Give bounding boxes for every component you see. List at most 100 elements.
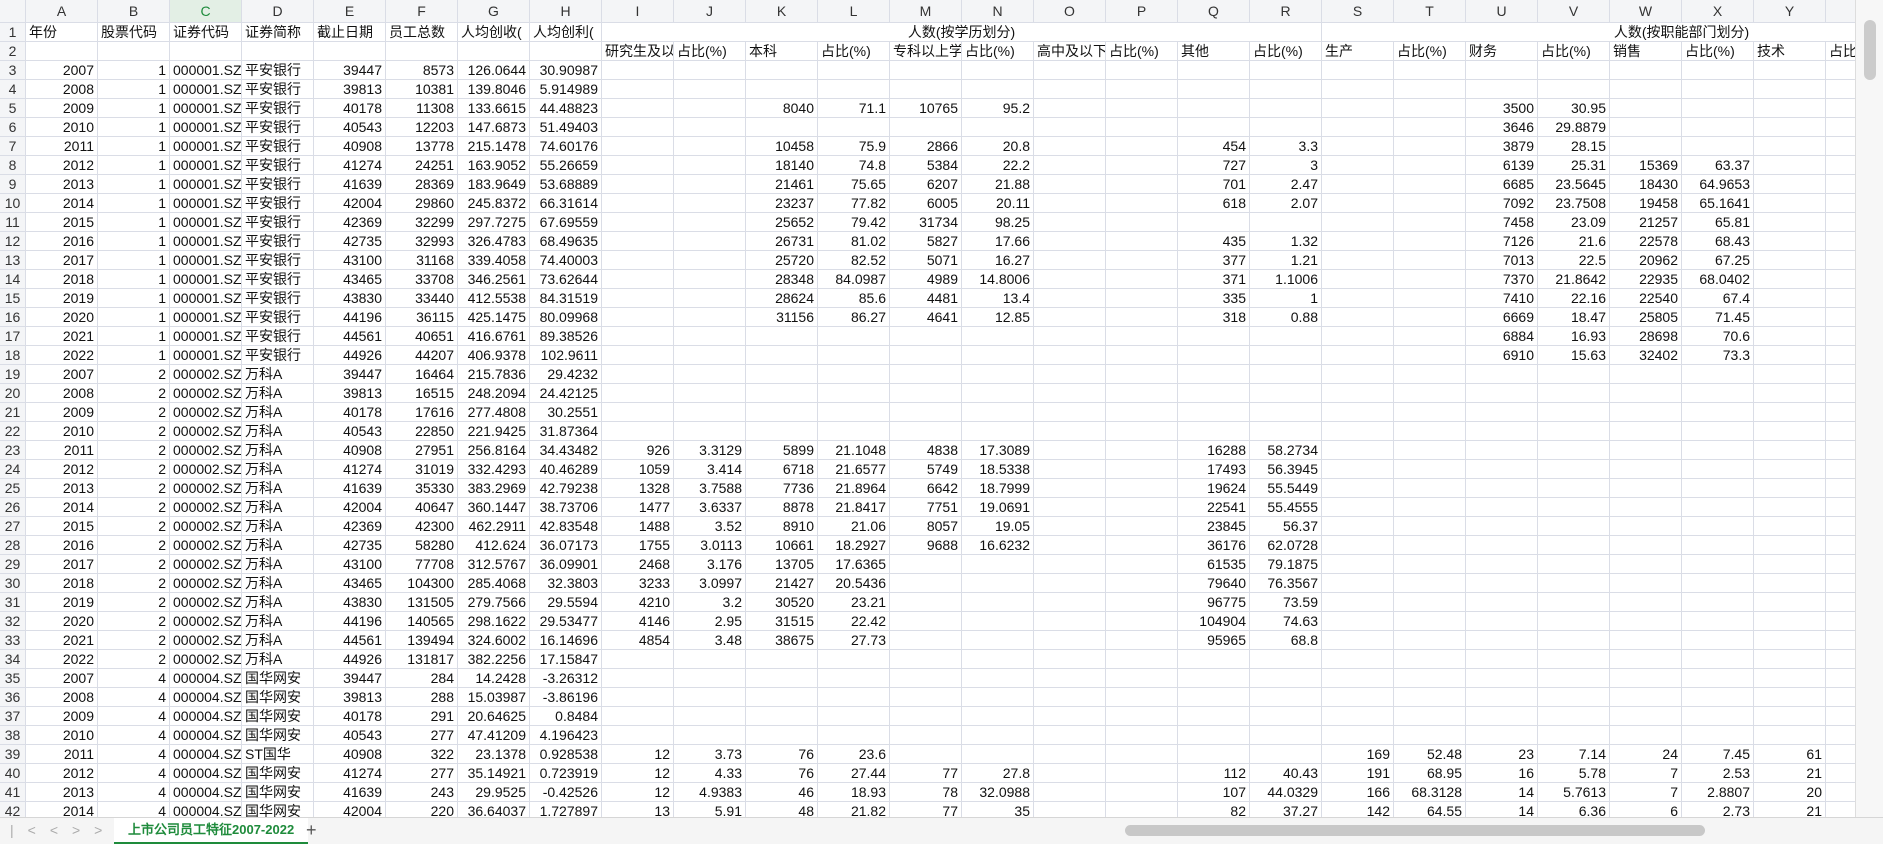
cell: 1477 [602, 498, 674, 517]
empty-cell [1106, 631, 1178, 650]
empty-cell [1826, 802, 1855, 817]
empty-cell [674, 80, 746, 99]
cell: 10661 [746, 536, 818, 555]
cell: 4 [98, 745, 170, 764]
cell: 3.2 [674, 593, 746, 612]
empty-cell [1034, 574, 1106, 593]
cell: 67.25 [1682, 251, 1754, 270]
empty-cell [602, 688, 674, 707]
empty-cell [1826, 308, 1855, 327]
empty-cell [1106, 726, 1178, 745]
empty-cell [1754, 308, 1826, 327]
sheet-grid: A B C D E F G H I J K L M N O P Q R S T U V W X Y 1 年份 股票代码 证券代码 证券简称… [0, 0, 1855, 817]
cell: 279.7566 [458, 593, 530, 612]
cell: 技术 [1754, 42, 1826, 61]
empty-cell [1466, 517, 1538, 536]
cell: 33440 [386, 289, 458, 308]
empty-cell [1034, 669, 1106, 688]
cell: 2014 [26, 802, 98, 817]
cell: 2020 [26, 308, 98, 327]
cell: 371 [1178, 270, 1250, 289]
cell: 1 [98, 308, 170, 327]
empty-cell [1034, 289, 1106, 308]
cell: 346.2561 [458, 270, 530, 289]
empty-cell [602, 289, 674, 308]
empty-cell [1178, 745, 1250, 764]
empty-cell [1394, 365, 1466, 384]
column-header: I [602, 0, 674, 23]
empty-cell [1106, 289, 1178, 308]
empty-cell [1826, 175, 1855, 194]
cell: 39813 [314, 688, 386, 707]
cell: 40543 [314, 422, 386, 441]
cell: 占比 [1826, 42, 1855, 61]
cell: 21.06 [818, 517, 890, 536]
empty-cell [674, 99, 746, 118]
cell: 98.25 [962, 213, 1034, 232]
empty-cell [1178, 422, 1250, 441]
cell: 13778 [386, 137, 458, 156]
vertical-scrollbar[interactable] [1855, 0, 1883, 817]
empty-cell [1682, 688, 1754, 707]
empty-cell [1106, 327, 1178, 346]
empty-cell [1466, 403, 1538, 422]
empty-cell [1538, 631, 1610, 650]
tab-nav-arrows[interactable]: |<<>>| [10, 822, 134, 838]
cell: 16515 [386, 384, 458, 403]
row-header: 23 [0, 441, 26, 460]
cell: 15369 [1610, 156, 1682, 175]
cell: 1 [98, 61, 170, 80]
cell: 8910 [746, 517, 818, 536]
cell: 20.64625 [458, 707, 530, 726]
empty-cell [1394, 99, 1466, 118]
empty-cell [674, 61, 746, 80]
cell: ST国华 [242, 745, 314, 764]
horizontal-scrollbar[interactable] [1125, 825, 1705, 836]
empty-cell [1322, 137, 1394, 156]
empty-cell [602, 726, 674, 745]
cell: 000002.SZ [170, 365, 242, 384]
empty-cell [602, 270, 674, 289]
empty-cell [1610, 555, 1682, 574]
empty-cell [1826, 479, 1855, 498]
empty-cell [1394, 574, 1466, 593]
cell: 38675 [746, 631, 818, 650]
add-sheet-button[interactable]: + [306, 820, 317, 840]
cell: 23845 [1178, 517, 1250, 536]
cell: 43100 [314, 555, 386, 574]
cell: 22.5 [1538, 251, 1610, 270]
cell: 40.43 [1250, 764, 1322, 783]
row-header: 11 [0, 213, 26, 232]
empty-cell [1394, 650, 1466, 669]
row-header: 40 [0, 764, 26, 783]
empty-cell [746, 403, 818, 422]
cell: 2013 [26, 783, 98, 802]
cell: 44207 [386, 346, 458, 365]
empty-cell [1610, 631, 1682, 650]
empty-cell [1250, 707, 1322, 726]
cell: 277 [386, 726, 458, 745]
empty-cell [1034, 137, 1106, 156]
cell: 1 [98, 156, 170, 175]
cell: 36176 [1178, 536, 1250, 555]
cell: 277 [386, 764, 458, 783]
empty-cell [602, 384, 674, 403]
cell: 18.93 [818, 783, 890, 802]
empty-cell [818, 707, 890, 726]
cell: 1.21 [1250, 251, 1322, 270]
cell: 2019 [26, 593, 98, 612]
empty-cell [458, 42, 530, 61]
empty-cell [1610, 650, 1682, 669]
empty-cell [818, 726, 890, 745]
empty-cell [602, 251, 674, 270]
empty-cell [1610, 99, 1682, 118]
sheet-tab[interactable]: 上市公司员工特征2007-2022 [114, 818, 309, 844]
cell: 国华网安 [242, 783, 314, 802]
cell: 27.44 [818, 764, 890, 783]
column-header: U [1466, 0, 1538, 23]
empty-cell [1106, 802, 1178, 817]
empty-cell [890, 555, 962, 574]
empty-cell [1034, 555, 1106, 574]
empty-cell [962, 555, 1034, 574]
row-header: 8 [0, 156, 26, 175]
